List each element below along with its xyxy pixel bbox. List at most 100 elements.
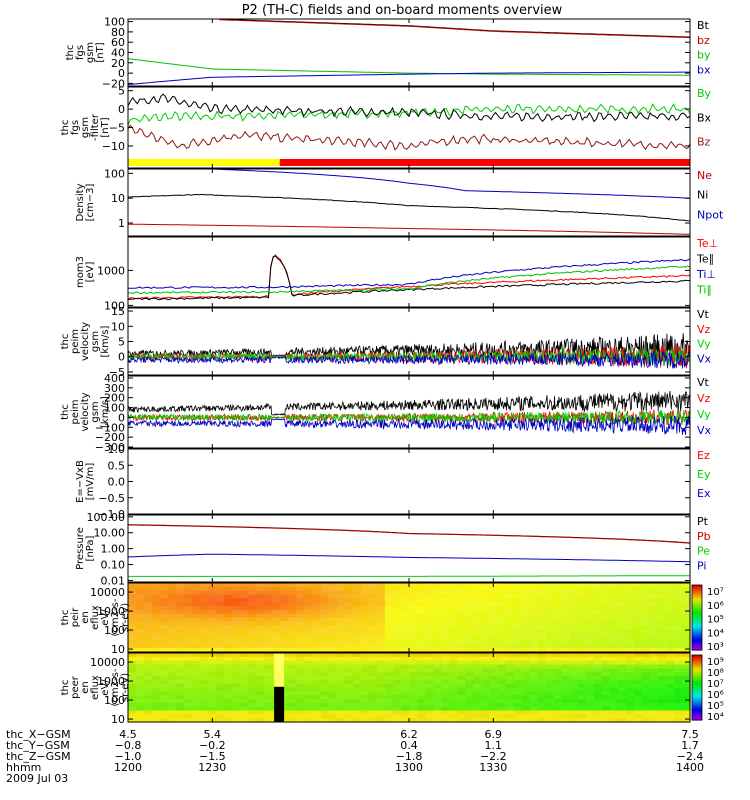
heatmap-cell — [232, 687, 241, 692]
heatmap-cell — [392, 632, 402, 638]
heatmap-cell — [649, 672, 659, 677]
heatmap-cell — [481, 586, 490, 592]
y-axis-label: en — [80, 611, 91, 624]
heatmap-cell — [489, 676, 498, 681]
heatmap-cell — [633, 644, 643, 649]
heatmap-cell — [152, 598, 161, 603]
heatmap-cell — [425, 718, 434, 723]
heatmap-cell — [248, 679, 257, 685]
heatmap-cell — [617, 598, 627, 603]
heatmap-cell — [641, 583, 651, 588]
heatmap-cell — [304, 606, 314, 611]
heatmap-cell — [665, 695, 675, 700]
heatmap-cell — [625, 653, 635, 658]
heatmap-cell — [208, 636, 217, 642]
heatmap-cell — [344, 660, 354, 666]
heatmap-cell — [128, 679, 137, 685]
heatmap-cell — [168, 640, 177, 645]
heatmap-cell — [433, 606, 442, 611]
heatmap-cell — [529, 679, 538, 685]
heatmap-cell — [521, 691, 530, 696]
heatmap-cell — [312, 676, 322, 681]
heatmap-cell — [232, 706, 241, 712]
heatmap-cell — [200, 660, 209, 666]
heatmap-cell — [545, 594, 555, 599]
heatmap-cell — [336, 621, 346, 626]
heatmap-cell — [577, 656, 587, 662]
y-axis-label: [nPa] — [85, 535, 96, 561]
heatmap-cell — [384, 660, 394, 666]
heatmap-cell — [489, 664, 498, 669]
heatmap-cell — [465, 640, 474, 645]
heatmap-cell — [184, 699, 193, 704]
heatmap-cell — [176, 718, 185, 723]
heatmap-cell — [192, 613, 201, 619]
heatmap-cell — [457, 699, 466, 704]
heatmap-cell — [336, 714, 346, 719]
heatmap-cell — [184, 672, 193, 677]
y-tick-label: 1.00 — [101, 543, 126, 556]
heatmap-cell — [248, 648, 257, 653]
heatmap-cell — [280, 640, 290, 645]
heatmap-cell — [160, 594, 169, 599]
heatmap-cell — [521, 594, 530, 599]
heatmap-cell — [144, 710, 153, 715]
heatmap-cell — [256, 683, 266, 689]
heatmap-cell — [232, 629, 241, 634]
colorbar-swatch — [692, 678, 702, 682]
heatmap-cells — [128, 653, 691, 723]
heatmap-cell — [376, 621, 386, 626]
heatmap-cell — [184, 617, 193, 622]
heatmap-cell — [569, 676, 579, 681]
heatmap-cell — [641, 695, 651, 700]
colorbar-swatch — [692, 663, 702, 667]
heatmap-cell — [553, 687, 563, 692]
heatmap-cell — [417, 695, 426, 700]
heatmap-cell — [409, 609, 418, 615]
series-group — [128, 254, 690, 301]
heatmap-cell — [529, 583, 538, 588]
heatmap-cell — [537, 714, 547, 719]
heatmap-cell — [409, 644, 418, 649]
heatmap-cell — [216, 613, 225, 619]
heatmap-cell — [417, 594, 426, 599]
heatmap-cell — [392, 676, 402, 681]
heatmap-cell — [128, 648, 137, 653]
heatmap-cell — [368, 691, 378, 696]
heatmap-cell — [264, 629, 274, 634]
heatmap-cell — [433, 625, 442, 630]
heatmap-cell — [593, 679, 603, 685]
heatmap-cell — [392, 710, 402, 715]
heatmap-cell — [272, 586, 282, 592]
heatmap-cell — [665, 594, 675, 599]
heatmap-cell — [417, 583, 426, 588]
heatmap-cell — [441, 613, 450, 619]
heatmap-cell — [168, 586, 177, 592]
heatmap-cell — [336, 644, 346, 649]
heatmap-cell — [128, 706, 137, 712]
heatmap-cell — [545, 590, 555, 596]
heatmap-cell — [577, 644, 587, 649]
heatmap-cell — [352, 695, 362, 700]
heatmap-cell — [545, 672, 555, 677]
heatmap-cell — [376, 609, 386, 615]
heatmap-cell — [384, 668, 394, 673]
heatmap-cell — [593, 590, 603, 596]
heatmap-cell — [128, 602, 137, 607]
heatmap-cell — [665, 598, 675, 603]
heatmap-cell — [136, 699, 145, 704]
heatmap-cell — [497, 695, 506, 700]
heatmap-cell — [473, 718, 482, 723]
heatmap-cell — [441, 625, 450, 630]
heatmap-cell — [433, 672, 442, 677]
heatmap-cell — [601, 679, 611, 685]
heatmap-cell — [425, 613, 434, 619]
heatmap-cell — [545, 629, 555, 634]
heatmap-cell — [312, 644, 322, 649]
heatmap-cell — [336, 710, 346, 715]
y-axis-label: -filter — [90, 113, 101, 141]
heatmap-cell — [280, 653, 290, 658]
heatmap-cell — [296, 687, 306, 692]
heatmap-cell — [256, 606, 266, 611]
